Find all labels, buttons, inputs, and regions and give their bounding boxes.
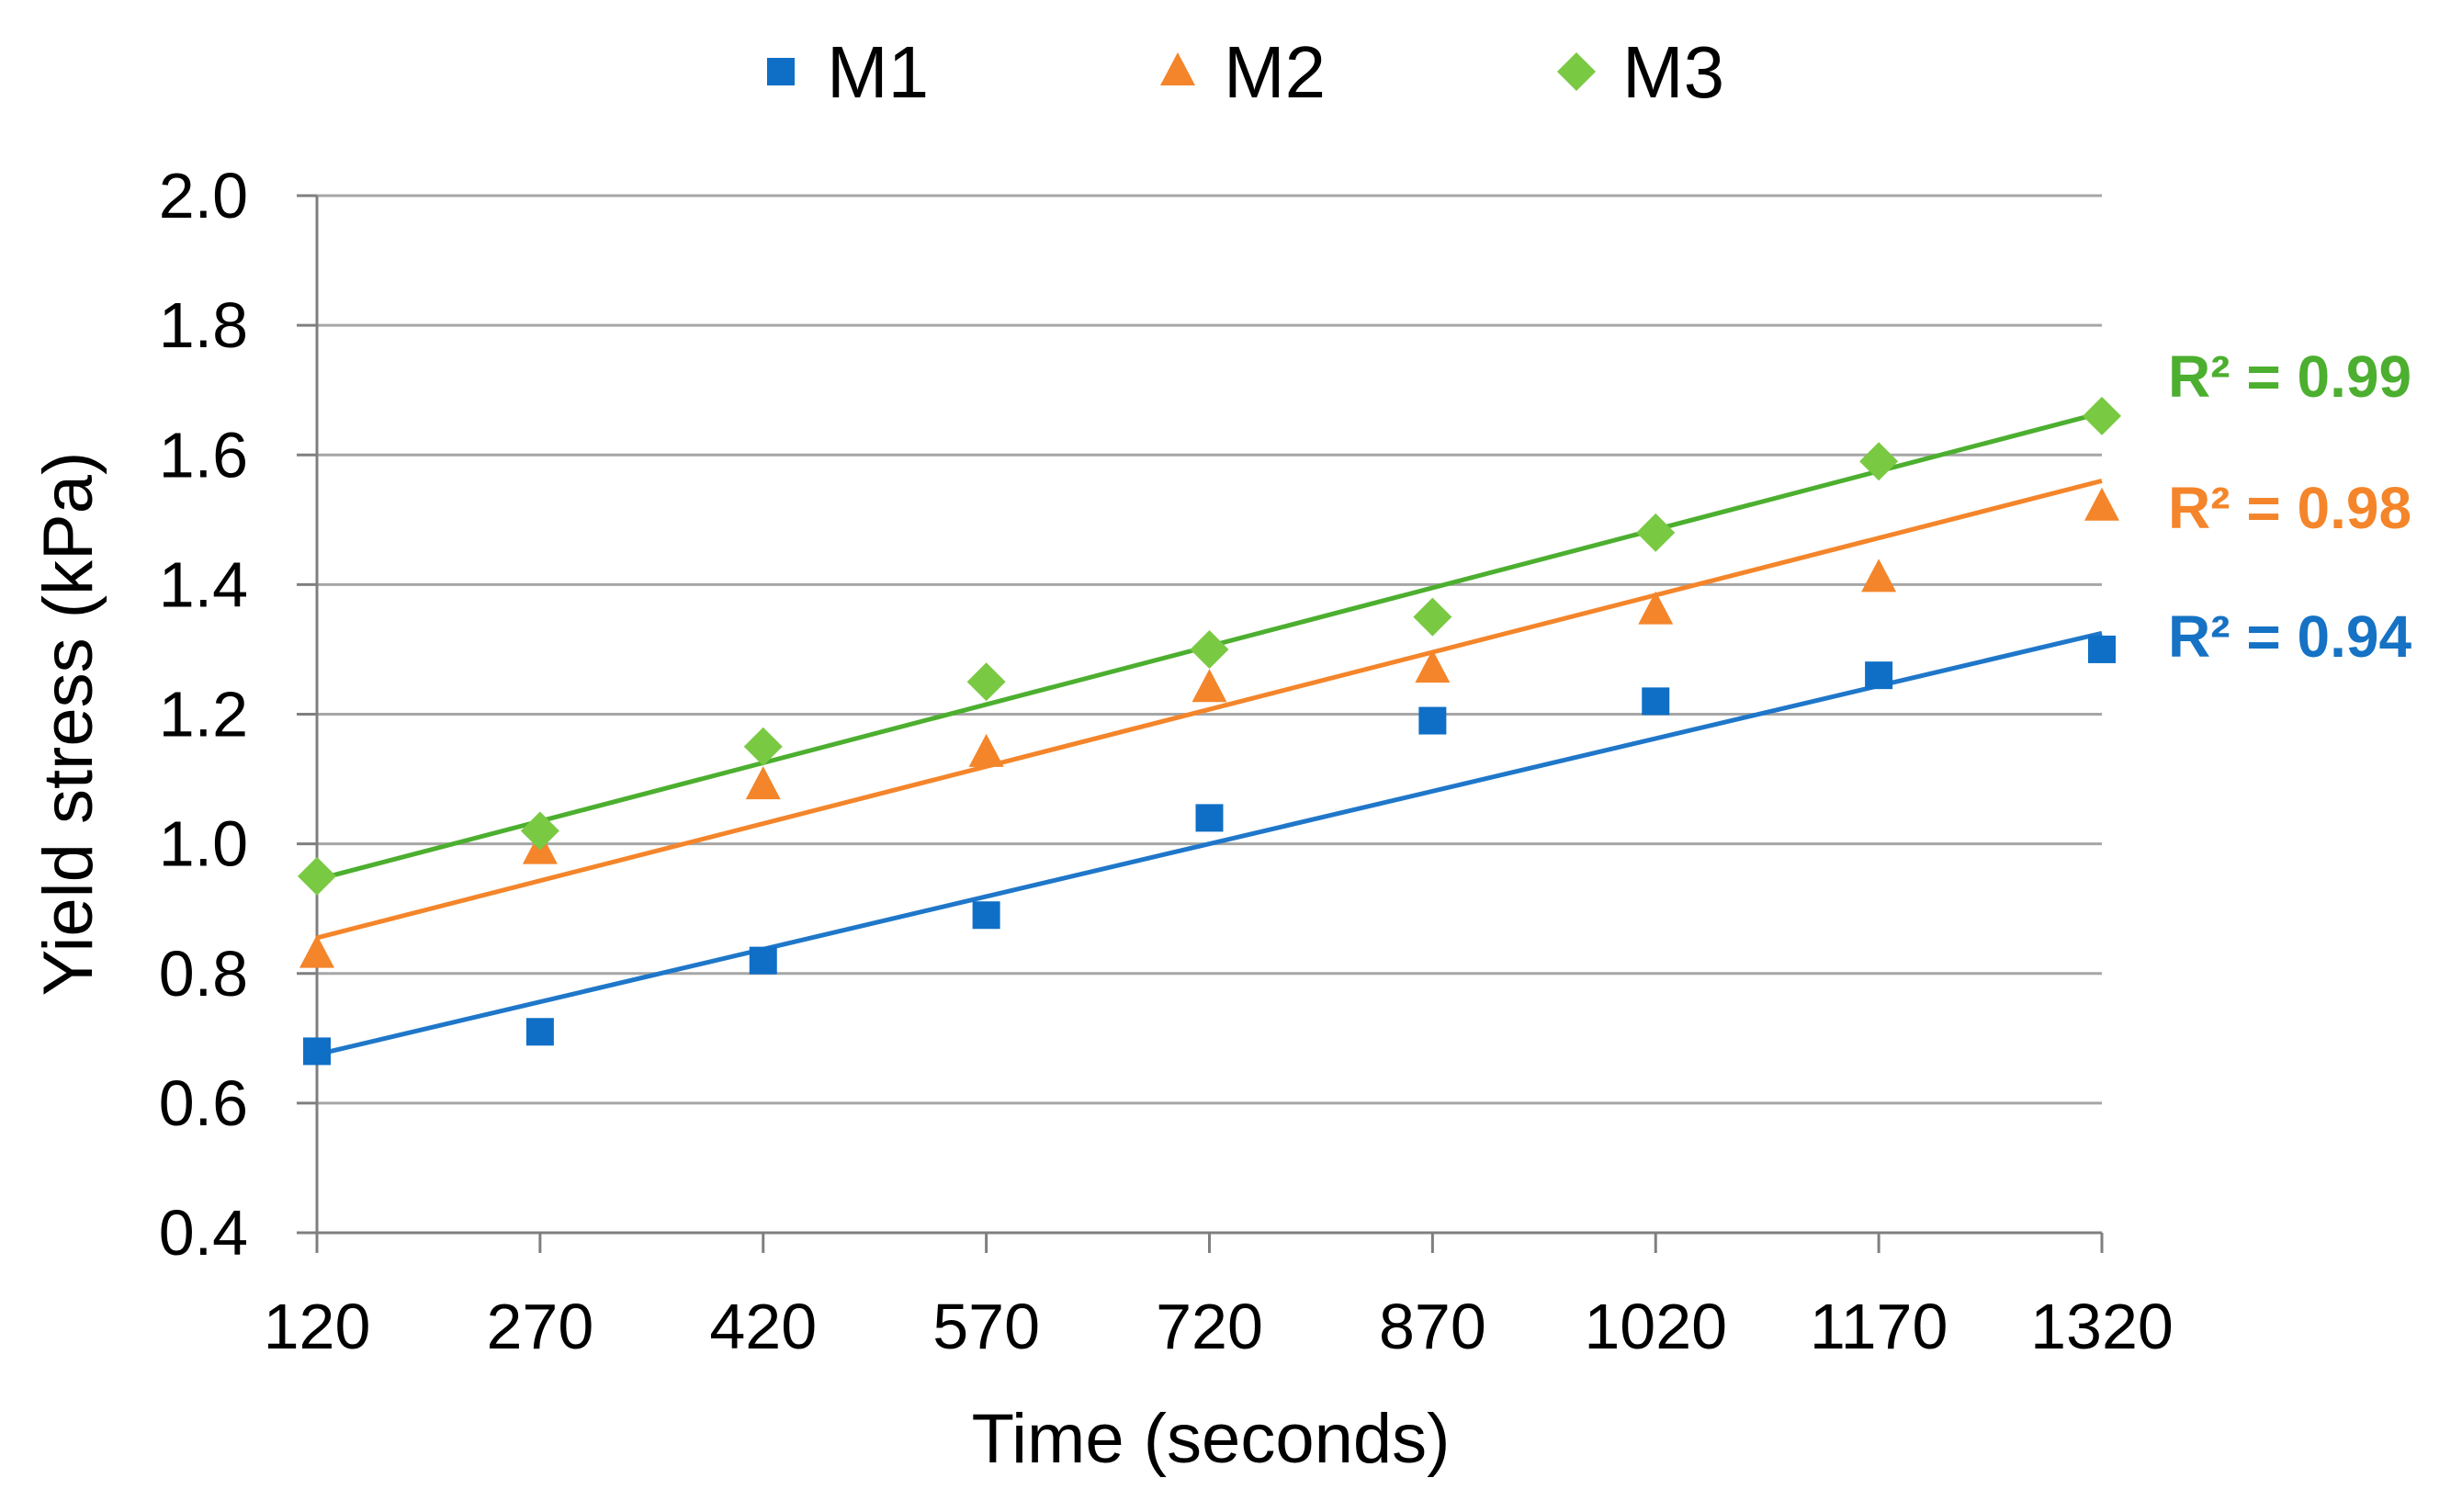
- trendline-m2: [316, 479, 2103, 941]
- data-point-m1: [525, 1018, 554, 1046]
- data-point-m2: [1415, 649, 1451, 683]
- data-point-m3: [743, 727, 783, 766]
- data-point-m1: [2088, 635, 2116, 663]
- data-point-m3: [1190, 629, 1229, 669]
- data-point-m3: [1413, 597, 1452, 637]
- x-axis-title: Time (seconds): [972, 1400, 1451, 1478]
- data-point-m3: [1636, 513, 1676, 552]
- legend-marker-m2: [1160, 52, 1195, 85]
- y-tick-label: 1.8: [159, 289, 248, 361]
- x-tick-label: 720: [1156, 1291, 1263, 1362]
- r2-label-m1: R² = 0.94: [2168, 604, 2411, 670]
- legend-marker-m1: [767, 58, 795, 85]
- data-markers: [298, 396, 2121, 1066]
- x-tick-label: 270: [486, 1291, 593, 1362]
- data-point-m3: [1859, 442, 1899, 481]
- data-point-m3: [2083, 396, 2121, 435]
- y-tick-label: 1.4: [159, 548, 248, 620]
- data-point-m3: [966, 662, 1006, 702]
- r2-label-m3: R² = 0.99: [2168, 344, 2411, 410]
- y-tick-label: 0.8: [159, 938, 248, 1010]
- y-tick-label: 0.4: [159, 1197, 248, 1269]
- y-tick-label: 0.6: [159, 1067, 248, 1139]
- legend-marker-m3: [1557, 52, 1596, 91]
- x-tick-label: 1170: [1810, 1291, 1948, 1362]
- x-tick-label: 1320: [2030, 1291, 2174, 1362]
- data-point-m1: [1865, 661, 1893, 690]
- y-tick-label: 1.0: [159, 808, 248, 880]
- x-tick-labels: 120 270 420 570 720 870 1020 1170 1320: [264, 1291, 2174, 1362]
- data-point-m2: [1861, 559, 1897, 592]
- data-point-m2: [299, 934, 334, 968]
- data-point-m3: [298, 856, 336, 896]
- y-axis-title: Yield stress (kPa): [29, 452, 107, 997]
- x-tick-label: 120: [264, 1291, 371, 1362]
- x-tick-label: 1020: [1584, 1291, 1727, 1362]
- axes: [297, 194, 2104, 1253]
- data-point-m2: [2084, 487, 2119, 521]
- legend-label-m1: M1: [827, 31, 929, 113]
- x-tick-label: 570: [932, 1291, 1040, 1362]
- data-point-m2: [1191, 669, 1227, 703]
- legend-label-m2: M2: [1224, 31, 1326, 113]
- trendline-m1: [316, 630, 2103, 1057]
- x-tick-label: 420: [709, 1291, 817, 1362]
- data-point-m3: [520, 811, 559, 851]
- trendlines: [316, 410, 2103, 1057]
- data-point-m1: [1418, 706, 1447, 735]
- legend-label-m3: M3: [1622, 31, 1724, 113]
- r2-label-m2: R² = 0.98: [2168, 475, 2411, 541]
- data-point-m1: [303, 1037, 331, 1066]
- r2-labels: R² = 0.94 R² = 0.98 R² = 0.99: [2168, 344, 2411, 670]
- y-tick-label: 1.6: [159, 419, 248, 491]
- data-point-m1: [749, 946, 777, 975]
- legend: M1 M2 M3: [767, 31, 1724, 113]
- data-point-m1: [1195, 804, 1224, 832]
- y-tick-labels: 0.4 0.6 0.8 1.0 1.2 1.4 1.6 1.8 2.0: [159, 160, 248, 1269]
- data-point-m1: [1642, 687, 1670, 716]
- data-point-m2: [968, 733, 1004, 767]
- y-tick-label: 2.0: [159, 160, 248, 231]
- data-point-m2: [1638, 591, 1674, 625]
- data-point-m1: [972, 901, 1000, 930]
- y-tick-label: 1.2: [159, 679, 248, 750]
- data-point-m2: [745, 766, 781, 800]
- x-tick-label: 870: [1379, 1291, 1486, 1362]
